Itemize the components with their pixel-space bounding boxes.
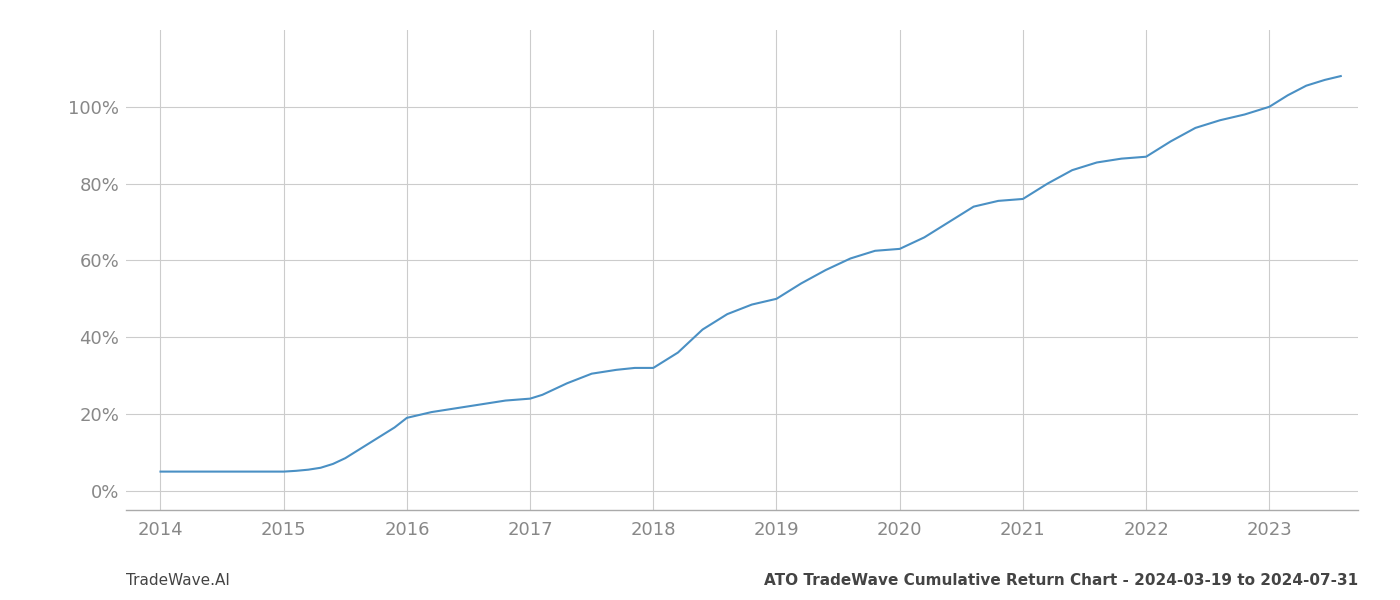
Text: ATO TradeWave Cumulative Return Chart - 2024-03-19 to 2024-07-31: ATO TradeWave Cumulative Return Chart - … <box>764 573 1358 588</box>
Text: TradeWave.AI: TradeWave.AI <box>126 573 230 588</box>
